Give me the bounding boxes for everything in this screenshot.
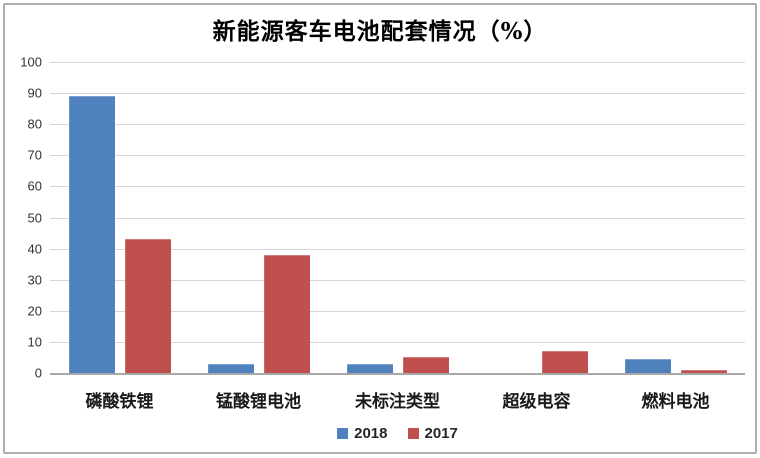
- bar-2018-2: [346, 363, 393, 373]
- y-axis-tick-label: 0: [34, 365, 42, 381]
- x-axis-category-label: 未标注类型: [355, 392, 440, 412]
- x-axis-category-label: 锰酸锂电池: [216, 392, 301, 412]
- y-axis-tick-label: 40: [27, 241, 42, 257]
- legend-label-2018: 2018: [354, 425, 388, 442]
- x-axis-category-label: 燃料电池: [641, 392, 710, 412]
- bar-2018-1: [207, 363, 254, 373]
- gridline: [50, 62, 745, 63]
- bar-2017-0: [124, 239, 171, 373]
- bar-group-0: [50, 62, 189, 373]
- bar-group-2: [328, 62, 467, 373]
- gridline: [50, 186, 745, 188]
- bar-2018-4: [624, 359, 671, 373]
- legend-item-2017: 2017: [407, 425, 458, 442]
- x-axis-category-label: 磷酸铁锂: [85, 392, 154, 412]
- x-axis-line: [50, 373, 745, 375]
- y-axis-tick-label: 60: [27, 178, 42, 194]
- legend-swatch-2018: [337, 428, 349, 439]
- legend-label-2017: 2017: [424, 425, 458, 442]
- bar-group-1: [189, 62, 328, 373]
- y-axis-tick-label: 70: [27, 147, 42, 163]
- bar-group-3: [467, 62, 606, 373]
- bar-group-4: [606, 62, 745, 373]
- bar-2017-3: [541, 351, 588, 373]
- y-axis-tick-label: 100: [20, 54, 42, 70]
- y-axis-tick-label: 30: [27, 272, 42, 288]
- bar-2017-1: [263, 254, 310, 373]
- chart-title: 新能源客车电池配套情况（%）: [212, 18, 548, 45]
- y-axis-tick-label: 10: [27, 334, 42, 350]
- gridline: [50, 341, 745, 343]
- gridline: [50, 155, 745, 157]
- bar-2017-4: [680, 369, 727, 373]
- y-axis-tick-label: 80: [27, 116, 42, 132]
- legend-item-2018: 2018: [337, 425, 388, 442]
- gridline: [50, 217, 745, 219]
- bar-2018-0: [68, 96, 115, 373]
- gridline: [50, 310, 745, 312]
- x-axis-category-label: 超级电容: [502, 392, 571, 412]
- y-axis-tick-label: 20: [27, 303, 42, 319]
- chart-frame: [3, 3, 757, 454]
- plot-area: [50, 62, 745, 375]
- gridline: [50, 279, 745, 281]
- bar-2017-2: [402, 357, 449, 373]
- y-axis-tick-label: 50: [27, 210, 42, 225]
- legend-swatch-2017: [407, 428, 419, 439]
- gridline: [50, 93, 745, 95]
- gridline: [50, 248, 745, 250]
- y-axis-tick-label: 90: [27, 85, 42, 101]
- legend: 2018 2017: [50, 425, 745, 442]
- gridline: [50, 124, 745, 126]
